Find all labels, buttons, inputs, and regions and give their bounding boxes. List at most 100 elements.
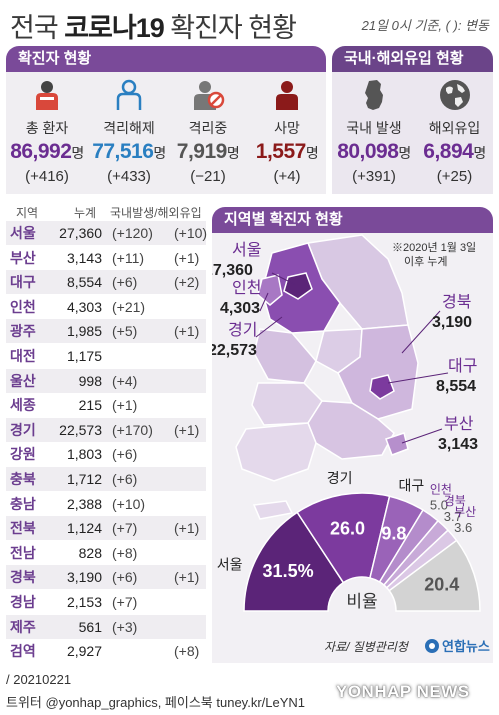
stat-label: 총 환자 xyxy=(25,120,69,136)
callout-gyeongbuk-value: 3,190 xyxy=(432,314,472,331)
table-row: 인천 4,303 (+21) xyxy=(6,295,206,319)
region-jeonnam xyxy=(235,422,317,482)
cell-domestic: (+5) xyxy=(112,323,138,340)
table-row: 전남 828 (+8) xyxy=(6,541,206,565)
cell-total: 1,124 xyxy=(66,520,102,537)
region-busan xyxy=(385,432,409,456)
callout-busan-value: 3,143 xyxy=(438,436,478,453)
map-panel: 서울 27,360 인천 4,303 경기 22,573 경북 3,190 대구… xyxy=(204,233,493,663)
pie-value-6: 20.4 xyxy=(424,575,459,595)
korea-map-icon xyxy=(365,80,383,110)
cell-region: 충북 xyxy=(10,471,36,487)
table-row: 경남 2,153 (+7) xyxy=(6,590,206,614)
cell-total: 2,388 xyxy=(66,495,102,512)
footer-social: 트위터 @yonhap_graphics, 페이스북 tuney.kr/LeYN… xyxy=(6,695,306,710)
status-panel: 총 환자 86,992명 (+416) 격리해제 77,516명 (+433) … xyxy=(6,72,326,194)
table-row: 경기 22,573 (+170) (+1) xyxy=(6,417,206,442)
callout-gyeonggi-value: 22,573 xyxy=(212,342,257,359)
table-row: 경북 3,190 (+6) (+1) xyxy=(6,565,206,590)
stat-change: (+25) xyxy=(436,168,473,185)
cell-region: 제주 xyxy=(10,618,36,635)
table-row: 강원 1,803 (+6) xyxy=(6,442,206,466)
ratio-half-donut-chart: 31.5% 서울 26.0 경기 9.8 대구 5.0인천 3.7경북 3.6부산 20.4 비율 xyxy=(217,470,481,612)
cell-region: 경기 xyxy=(10,421,36,438)
callout-busan-name: 부산 xyxy=(444,415,474,433)
cell-total: 3,143 xyxy=(66,249,102,266)
pie-slice-0 xyxy=(243,511,345,612)
table-row: 울산 998 (+4) xyxy=(6,368,206,393)
cell-region: 경북 xyxy=(10,569,36,586)
page-title: 전국 코로나19 확진자 현황 xyxy=(10,6,297,45)
table-row: 제주 561 (+3) xyxy=(6,614,206,639)
table-row: 대구 8,554 (+6) (+2) xyxy=(6,270,206,295)
death-person-icon xyxy=(276,81,298,110)
cell-total: 215 xyxy=(78,397,102,414)
cell-overseas: (+1) xyxy=(174,569,200,586)
title-bold: 코로나19 xyxy=(64,13,165,43)
cell-domestic: (+170) xyxy=(112,421,153,438)
stat-value: 7,919명 xyxy=(176,140,240,163)
cell-overseas: (+8) xyxy=(174,643,200,660)
cell-region: 대전 xyxy=(10,348,36,364)
footer-date: / 20210221 xyxy=(6,672,72,687)
cell-overseas: (+1) xyxy=(174,249,200,266)
callout-incheon-name: 인천 xyxy=(232,279,261,297)
cell-region: 검역 xyxy=(10,643,36,660)
source-text: 자료/ 질병관리청 xyxy=(324,640,410,654)
cell-region: 대구 xyxy=(10,274,36,291)
region-seoul xyxy=(283,272,313,300)
cell-region: 전남 xyxy=(10,544,36,561)
map-callouts: 서울 27,360 인천 4,303 경기 22,573 경북 3,190 대구… xyxy=(204,240,478,453)
cell-overseas: (+2) xyxy=(174,274,200,291)
cell-region: 세종 xyxy=(10,397,36,414)
region-chungnam xyxy=(253,328,317,384)
cell-domestic: (+10) xyxy=(112,495,146,512)
header-breakdown: 국내발생/해외유입 xyxy=(110,206,202,220)
status-section-header: 확진자 현황 xyxy=(6,46,326,72)
isolated-person-icon xyxy=(194,81,225,110)
origin-panel: 국내 발생 80,098명 (+391) 해외유입 6,894명 (+25) xyxy=(332,72,493,194)
stat-label: 국내 발생 xyxy=(346,120,402,136)
regional-map: 서울 27,360 인천 4,303 경기 22,573 경북 3,190 대구… xyxy=(204,234,490,654)
pie-label-4: 경북 xyxy=(444,494,466,508)
callout-gyeonggi-name: 경기 xyxy=(228,321,257,339)
stat-change: (+416) xyxy=(25,168,69,185)
cell-domestic: (+6) xyxy=(112,274,138,291)
cell-domestic: (+6) xyxy=(112,569,138,586)
stat-label: 격리중 xyxy=(188,120,228,136)
cell-domestic: (+8) xyxy=(112,544,138,561)
cell-total: 8,554 xyxy=(66,274,102,291)
table-row: 충북 1,712 (+6) xyxy=(6,467,206,491)
cell-total: 27,360 xyxy=(59,225,102,241)
pie-value-4: 3.7 xyxy=(444,509,462,524)
cell-total: 1,803 xyxy=(66,446,102,463)
callout-daegu-value: 8,554 xyxy=(436,378,476,395)
pie-label-0: 서울 xyxy=(217,556,243,572)
pie-value-1: 26.0 xyxy=(330,518,365,538)
watermark: YONHAP NEWS xyxy=(336,682,470,701)
callout-seoul-value: 27,360 xyxy=(212,262,253,279)
cell-overseas: (+10) xyxy=(174,225,208,241)
region-incheon xyxy=(257,274,283,306)
cell-total: 4,303 xyxy=(66,298,102,315)
date-note: 21일 0시 기준, ( ): 변동 xyxy=(361,18,489,33)
callout-daegu-name: 대구 xyxy=(448,357,477,375)
pie-label-1: 경기 xyxy=(327,470,353,486)
callout-gyeongbuk-name: 경북 xyxy=(442,293,471,311)
stat-change: (+4) xyxy=(273,168,301,185)
cell-domestic: (+6) xyxy=(112,446,138,463)
region-jeju xyxy=(252,500,294,520)
pie-label-5: 부산 xyxy=(454,505,476,519)
stat-label: 격리해제 xyxy=(103,120,155,136)
stat-change: (+433) xyxy=(107,168,151,185)
cell-overseas: (+1) xyxy=(174,323,200,340)
released-person-icon xyxy=(116,79,142,110)
map-note-line1: ※2020년 1월 3일 xyxy=(392,240,476,254)
cell-domestic: (+7) xyxy=(112,520,138,537)
table-row: 대전 1,175 xyxy=(6,344,206,368)
cell-region: 인천 xyxy=(10,298,36,315)
pie-title: 비율 xyxy=(346,592,377,611)
pie-slice-6 xyxy=(388,539,481,612)
cell-total: 2,927 xyxy=(66,643,102,660)
stat-label: 해외유입 xyxy=(428,120,481,136)
